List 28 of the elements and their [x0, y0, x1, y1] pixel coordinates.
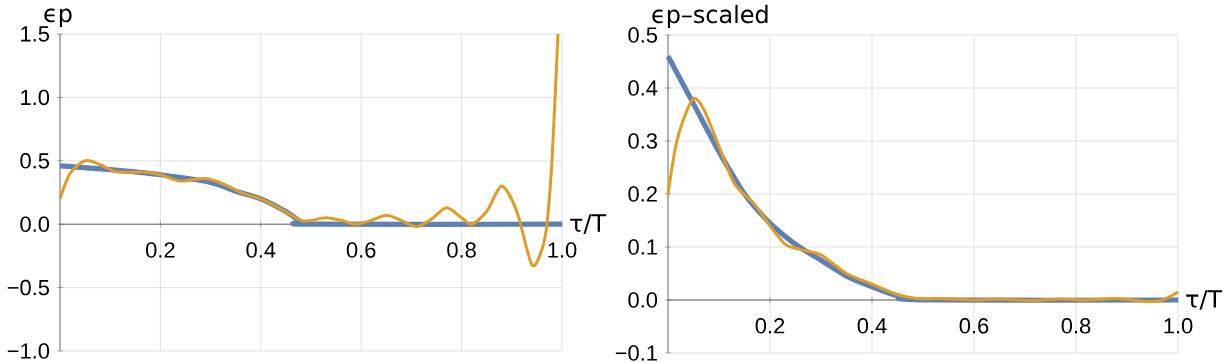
y-axis-title: ϵp: [44, 8, 72, 27]
x-tick-label: 0.4: [857, 318, 887, 334]
x-tick-label: 0.6: [346, 242, 376, 258]
x-tick-label: 0.2: [755, 318, 785, 334]
y-tick-label: 0.3: [628, 133, 657, 149]
x-tick-label: 1.0: [1164, 318, 1193, 334]
line-series: [666, 96, 1180, 304]
y-tick-label: 0.5: [628, 27, 658, 43]
x-axis-title: τ/T: [570, 214, 607, 235]
y-tick-label: −1.0: [7, 343, 50, 359]
y-tick-label: 0.0: [20, 216, 50, 232]
y-tick-label: 0.0: [628, 292, 658, 308]
x-tick-label: 1.0: [548, 242, 577, 258]
x-tick-label: 0.8: [447, 242, 476, 258]
y-axis-title: ϵp–scaled: [652, 4, 768, 28]
y-tick-label: −0.1: [615, 345, 657, 361]
y-tick-label: 0.1: [628, 239, 657, 255]
x-axis-title: τ/T: [1186, 290, 1223, 310]
x-tick-label: 0.4: [246, 242, 276, 258]
y-tick-label: 0.2: [628, 186, 657, 202]
y-tick-label: 0.4: [628, 80, 658, 96]
x-tick-label: 0.8: [1061, 318, 1091, 334]
x-tick-label: 0.2: [146, 242, 175, 258]
y-tick-label: 1.0: [21, 89, 50, 106]
y-tick-label: 1.5: [21, 26, 50, 42]
y-tick-label: −0.5: [7, 279, 50, 296]
y-tick-label: 0.5: [20, 153, 50, 169]
x-tick-label: 0.6: [959, 318, 989, 334]
